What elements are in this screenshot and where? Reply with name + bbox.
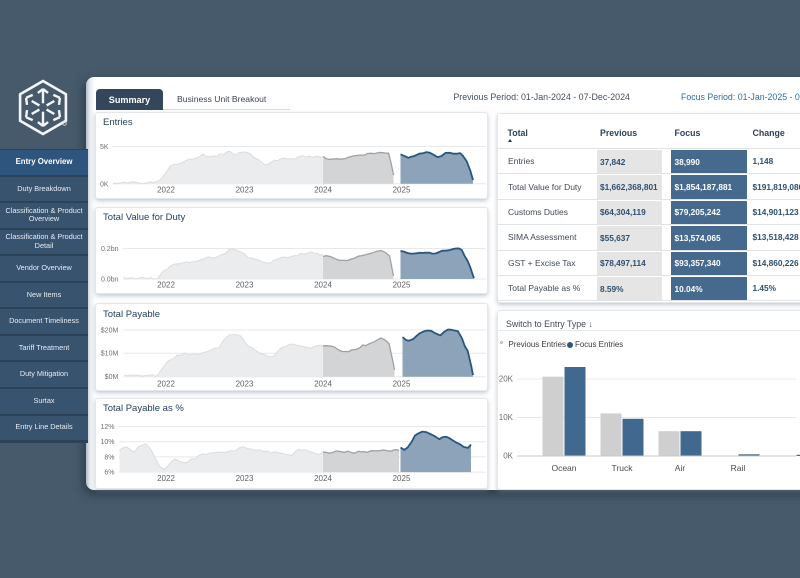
svg-text:5K: 5K — [100, 144, 109, 151]
svg-text:2024: 2024 — [314, 186, 332, 195]
svg-text:12%: 12% — [100, 424, 114, 431]
svg-text:0K: 0K — [100, 181, 109, 188]
svg-text:8%: 8% — [104, 454, 114, 461]
svg-text:2023: 2023 — [236, 380, 254, 389]
svg-text:$10M: $10M — [101, 351, 119, 358]
svg-text:2022: 2022 — [157, 281, 175, 290]
svg-text:Truck: Truck — [612, 463, 634, 473]
svg-text:2024: 2024 — [314, 281, 332, 290]
svg-text:Ocean: Ocean — [551, 463, 576, 473]
svg-text:$0M: $0M — [105, 374, 119, 381]
svg-text:Rail: Rail — [731, 463, 746, 473]
svg-text:2025: 2025 — [393, 474, 411, 483]
svg-text:$20M: $20M — [101, 328, 119, 335]
svg-text:6%: 6% — [104, 470, 114, 477]
svg-text:10K: 10K — [499, 413, 514, 422]
svg-text:2024: 2024 — [314, 474, 332, 483]
svg-text:0K: 0K — [503, 452, 513, 461]
svg-text:2023: 2023 — [236, 281, 254, 290]
svg-text:0.2bn: 0.2bn — [101, 246, 119, 253]
svg-text:2024: 2024 — [314, 380, 332, 389]
svg-text:Air: Air — [675, 463, 686, 473]
svg-text:2025: 2025 — [393, 281, 411, 290]
svg-text:2022: 2022 — [157, 380, 175, 389]
svg-text:2022: 2022 — [157, 186, 175, 195]
svg-text:2025: 2025 — [393, 380, 411, 389]
svg-text:2025: 2025 — [393, 186, 411, 195]
svg-text:20K: 20K — [499, 375, 514, 384]
svg-text:2022: 2022 — [157, 474, 175, 483]
svg-text:2023: 2023 — [236, 474, 254, 483]
svg-text:10%: 10% — [100, 439, 114, 446]
svg-text:2023: 2023 — [236, 186, 254, 195]
svg-text:0.0bn: 0.0bn — [101, 277, 119, 284]
